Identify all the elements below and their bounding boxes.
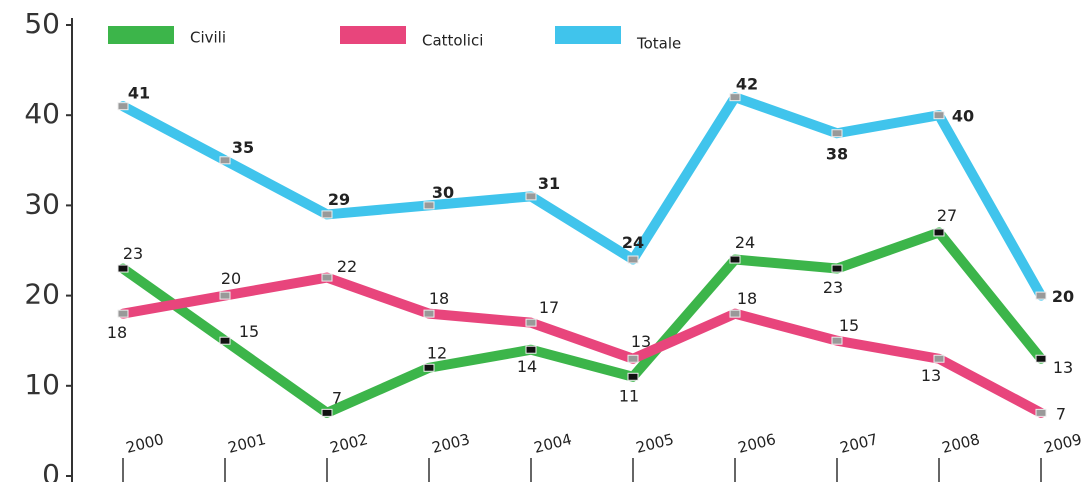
data-point [117, 309, 129, 318]
series-line [118, 272, 1046, 418]
data-point [627, 354, 639, 363]
data-point [729, 309, 741, 318]
y-tick-label: 40 [24, 97, 60, 130]
data-point [423, 363, 435, 372]
y-tick-label: 20 [24, 278, 60, 311]
x-tick-label: 2002 [328, 430, 369, 457]
data-label: 15 [839, 316, 859, 335]
data-point [525, 192, 537, 201]
data-label: 30 [432, 183, 454, 202]
data-point [117, 264, 129, 273]
data-point [321, 210, 333, 219]
data-label: 13 [631, 332, 651, 351]
data-point [219, 291, 231, 300]
data-label: 22 [337, 257, 357, 276]
data-point [219, 156, 231, 165]
data-point [933, 111, 945, 120]
x-tick-label: 2003 [430, 430, 471, 457]
data-label: 18 [737, 289, 757, 308]
data-point [525, 318, 537, 327]
data-label: 20 [221, 269, 241, 288]
data-point [831, 264, 843, 273]
data-point [219, 336, 231, 345]
data-label: 15 [239, 322, 259, 341]
data-label: 7 [332, 388, 342, 407]
legend-swatch [108, 26, 174, 44]
data-label: 17 [539, 298, 559, 317]
data-point [831, 336, 843, 345]
legend-label: Civili [190, 29, 226, 47]
data-point [1035, 408, 1047, 417]
data-point [525, 345, 537, 354]
data-point [423, 309, 435, 318]
data-label: 35 [232, 138, 254, 157]
y-tick-label: 30 [24, 187, 60, 220]
data-label: 14 [517, 357, 537, 376]
data-point [729, 93, 741, 102]
data-label: 42 [736, 75, 758, 94]
data-point [117, 102, 129, 111]
data-point [831, 129, 843, 138]
data-point [627, 372, 639, 381]
x-tick-label: 2007 [838, 430, 879, 457]
data-label: 12 [427, 343, 447, 362]
legend-swatch [555, 26, 621, 44]
data-point [933, 354, 945, 363]
x-tick-label: 2008 [940, 430, 981, 457]
x-tick-label: 2000 [124, 430, 165, 457]
data-label: 27 [937, 206, 957, 225]
legend-label: Totale [636, 35, 681, 53]
series-line [118, 92, 1046, 301]
data-label: 13 [1053, 358, 1073, 377]
data-label: 24 [622, 233, 644, 252]
data-label: 11 [619, 386, 639, 405]
x-tick-label: 2005 [634, 430, 675, 457]
data-point [627, 255, 639, 264]
y-tick-label: 50 [24, 7, 60, 40]
x-tick-label: 2006 [736, 430, 777, 457]
data-label: 38 [826, 145, 848, 164]
data-label: 24 [735, 233, 755, 252]
data-point [933, 228, 945, 237]
data-point [321, 273, 333, 282]
x-tick-label: 2009 [1042, 430, 1083, 457]
data-label: 23 [823, 278, 843, 297]
y-tick-label: 10 [24, 368, 60, 401]
series-line [118, 227, 1046, 418]
data-label: 18 [429, 289, 449, 308]
data-label: 29 [328, 190, 350, 209]
data-label: 23 [123, 244, 143, 263]
data-label: 13 [921, 366, 941, 385]
data-label: 41 [128, 84, 150, 103]
data-label: 7 [1056, 404, 1066, 423]
data-point [1035, 354, 1047, 363]
x-tick-label: 2004 [532, 430, 573, 457]
data-point [321, 408, 333, 417]
legend-label: Cattolici [422, 32, 483, 50]
data-label: 20 [1052, 287, 1074, 306]
data-point [423, 201, 435, 210]
data-point [729, 255, 741, 264]
x-tick-label: 2001 [226, 430, 267, 457]
legend-swatch [340, 26, 406, 44]
data-label: 40 [952, 107, 974, 126]
data-label: 18 [107, 323, 127, 342]
data-point [1035, 291, 1047, 300]
y-tick-label: 0 [42, 458, 60, 482]
data-label: 31 [538, 174, 560, 193]
